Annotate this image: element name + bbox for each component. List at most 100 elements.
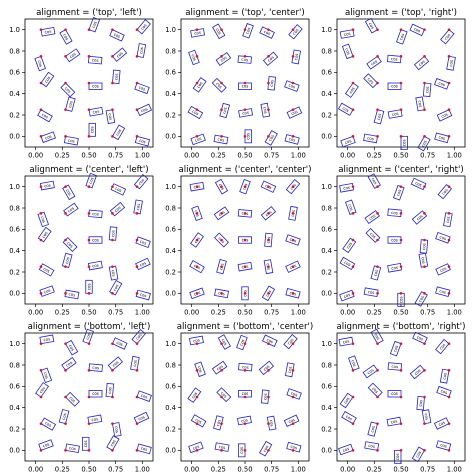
anchor-point [376,395,379,399]
anchor-point [291,238,295,242]
anchor-point [39,81,43,85]
anchor-point [220,28,223,31]
text-bbox [367,382,383,398]
anchor-point [291,265,295,268]
y-tick-label: 0.4 [321,404,332,412]
anchor-point [351,422,355,425]
text-bbox [337,102,354,116]
anchor-point [220,292,223,295]
box-text: cos [391,56,398,62]
anchor-point [135,265,139,268]
text-box-marker: cos [435,440,452,451]
anchor-point [291,28,295,31]
subplot-title: alignment = ('bottom', 'left') [28,322,151,332]
text-bbox [238,236,252,244]
text-box-marker: cos [344,82,359,98]
anchor-point [135,135,139,138]
x-tick-label: 0.75 [264,152,279,160]
box-text: cos [439,234,447,241]
y-tick-label: 0.4 [9,247,20,255]
x-tick-label: 0.50 [393,466,408,474]
text-box-marker: cos [341,410,357,425]
anchor-point [220,422,223,425]
anchor-point [64,135,67,138]
box-text: cos [448,60,454,68]
anchor-point [447,395,451,399]
y-tick-label: 0.6 [321,383,332,391]
y-tick-label: 1.0 [165,26,176,34]
anchor-point [39,292,43,295]
y-tick-label: 0.0 [9,447,20,455]
anchor-point [351,212,355,215]
anchor-point [220,265,223,268]
box-text: cos [438,80,446,87]
box-text: cos [116,340,124,347]
box-text: cos [192,444,200,451]
anchor-point [447,238,451,242]
text-box-marker: cos [82,436,90,451]
box-text: cos [115,50,123,58]
box-text: cos [68,291,76,297]
text-box-marker: cos [88,122,96,137]
anchor-point [423,449,426,452]
anchor-point [376,28,379,31]
box-text: cos [242,364,249,370]
anchor-point [195,28,199,31]
text-bbox [387,82,402,90]
text-bbox [364,17,379,34]
box-text: cos [41,230,49,238]
anchor-point [423,81,426,85]
x-tick-label: 0.75 [264,309,279,317]
text-bbox [64,391,80,407]
box-text: cos [191,109,199,117]
text-bbox [111,47,128,62]
y-tick-label: 1.0 [9,183,20,191]
text-box-marker: cos [105,383,115,398]
box-text: cos [395,189,402,197]
box-text: cos [110,230,116,237]
text-bbox [338,336,354,347]
box-text: cos [376,113,383,121]
text-box-marker: cos [339,29,355,39]
x-tick-label: 0.25 [367,152,382,160]
anchor-point [399,238,403,242]
text-bbox [111,337,128,350]
text-box-marker: cos [337,102,354,116]
y-tick-label: 0.8 [9,204,20,212]
box-text: cos [413,26,421,33]
box-text: cos [139,260,147,267]
text-box-marker: cos [415,96,425,112]
text-bbox [88,363,103,372]
box-text: cos [138,47,144,55]
text-bbox [112,422,122,437]
box-text: cos [269,419,275,427]
box-text: cos [420,139,428,147]
box-text: cos [190,391,198,399]
anchor-point [243,28,247,31]
text-box-marker: cos [65,443,80,454]
anchor-point [376,292,379,295]
anchor-point [423,265,426,268]
text-box-marker: cos [387,82,402,90]
x-tick-label: 0.00 [28,466,43,474]
anchor-point [135,292,139,295]
anchor-point [39,212,43,215]
text-box-marker: cos [396,29,408,45]
box-text: cos [91,416,99,422]
text-box-marker: cos [133,411,150,425]
x-tick-label: 1.00 [135,466,150,474]
text-box-marker: cos [88,82,103,90]
anchor-point [87,28,91,31]
x-tick-label: 0.25 [55,466,70,474]
box-text: cos [38,386,46,394]
text-box-marker: cos [64,48,81,63]
box-text: cos [68,343,76,351]
box-text: cos [288,82,296,89]
text-box-marker: cos [373,109,385,125]
text-bbox [189,260,205,274]
text-box-marker: cos [40,367,53,384]
anchor-point [220,212,223,215]
anchor-point [291,212,295,215]
anchor-point [87,238,91,242]
box-text: cos [342,446,350,453]
